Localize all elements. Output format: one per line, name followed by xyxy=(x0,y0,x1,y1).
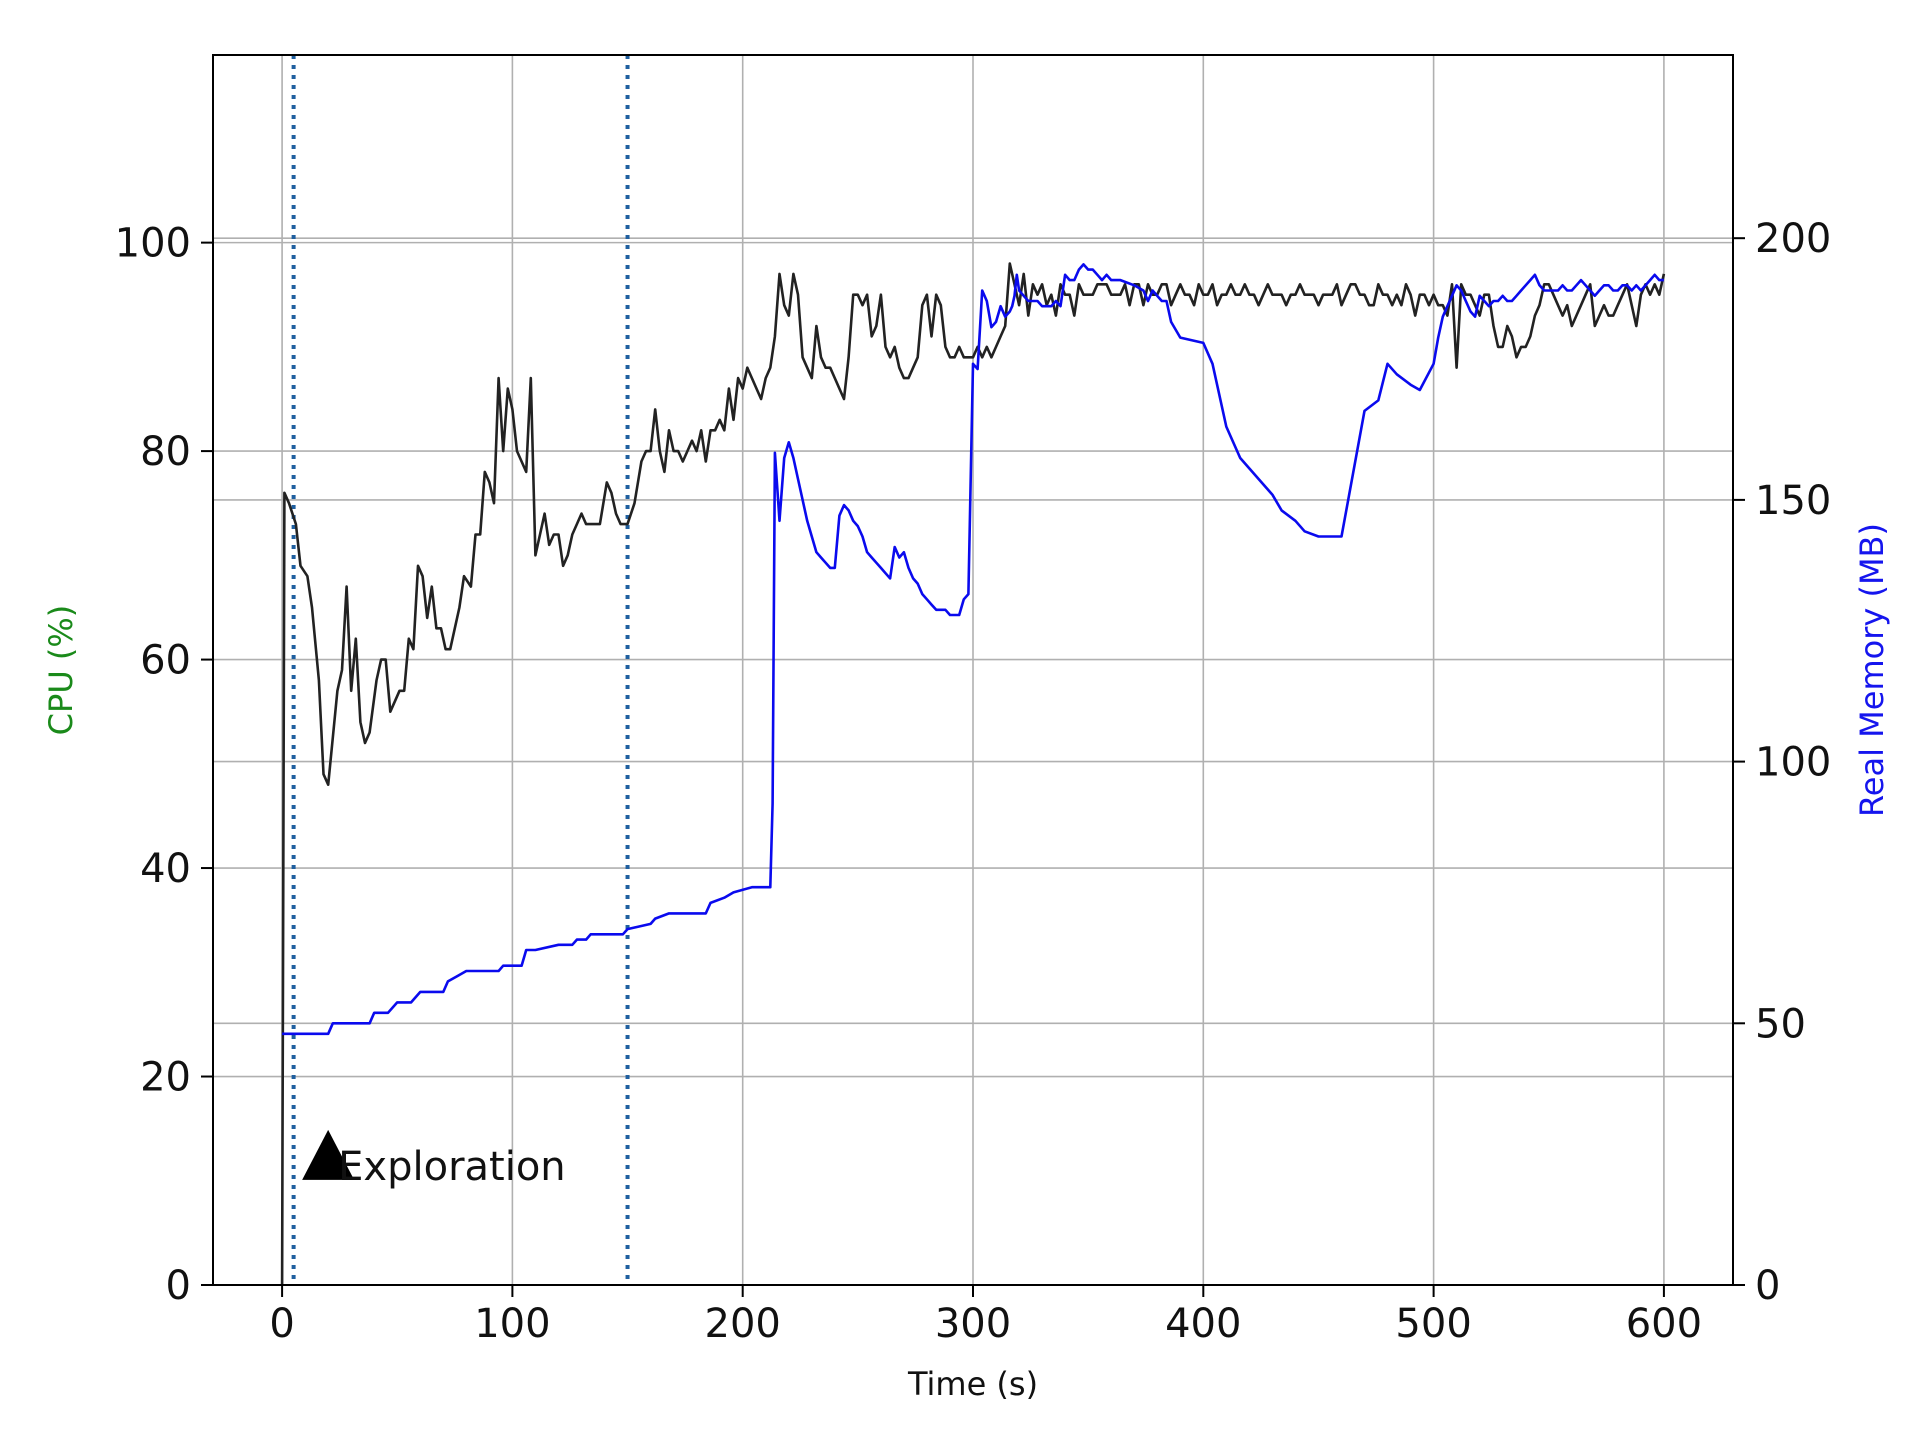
x-tick-label: 100 xyxy=(474,1301,550,1347)
exploration-annotation: Exploration xyxy=(302,1129,566,1190)
memory-series-line xyxy=(282,263,1664,1036)
series-lines xyxy=(280,262,1666,1286)
annotation-triangle-marker xyxy=(302,1129,355,1180)
left-y-tick-label: 100 xyxy=(115,221,191,267)
left-y-tick-label: 80 xyxy=(140,429,191,475)
annotation-label: Exploration xyxy=(338,1144,565,1190)
right-y-axis-ticks: 0 50 100 150 200 xyxy=(1733,216,1831,1309)
x-tick-label: 600 xyxy=(1626,1301,1702,1347)
right-y-axis-title: Real Memory (MB) xyxy=(1853,523,1891,817)
right-y-tick-label: 50 xyxy=(1755,1001,1806,1047)
left-y-axis-ticks: 0 20 40 60 80 100 xyxy=(115,221,213,1309)
right-y-tick-label: 200 xyxy=(1755,216,1831,262)
left-y-axis-title: CPU (%) xyxy=(42,605,80,736)
x-tick-label: 500 xyxy=(1395,1301,1471,1347)
right-y-tick-label: 0 xyxy=(1755,1263,1780,1309)
left-y-tick-label: 20 xyxy=(140,1055,191,1101)
x-axis-title: Time (s) xyxy=(907,1365,1038,1403)
x-tick-label: 200 xyxy=(705,1301,781,1347)
x-tick-label: 300 xyxy=(935,1301,1011,1347)
left-y-tick-label: 40 xyxy=(140,846,191,892)
x-axis-ticks: 0 100 200 300 400 500 600 xyxy=(269,1285,1702,1347)
left-y-tick-label: 0 xyxy=(166,1263,191,1309)
x-tick-label: 0 xyxy=(269,1301,294,1347)
right-y-tick-label: 100 xyxy=(1755,740,1831,786)
cpu-series-line xyxy=(280,262,1666,1286)
left-y-tick-label: 60 xyxy=(140,638,191,684)
x-tick-label: 400 xyxy=(1165,1301,1241,1347)
right-y-tick-label: 150 xyxy=(1755,478,1831,524)
